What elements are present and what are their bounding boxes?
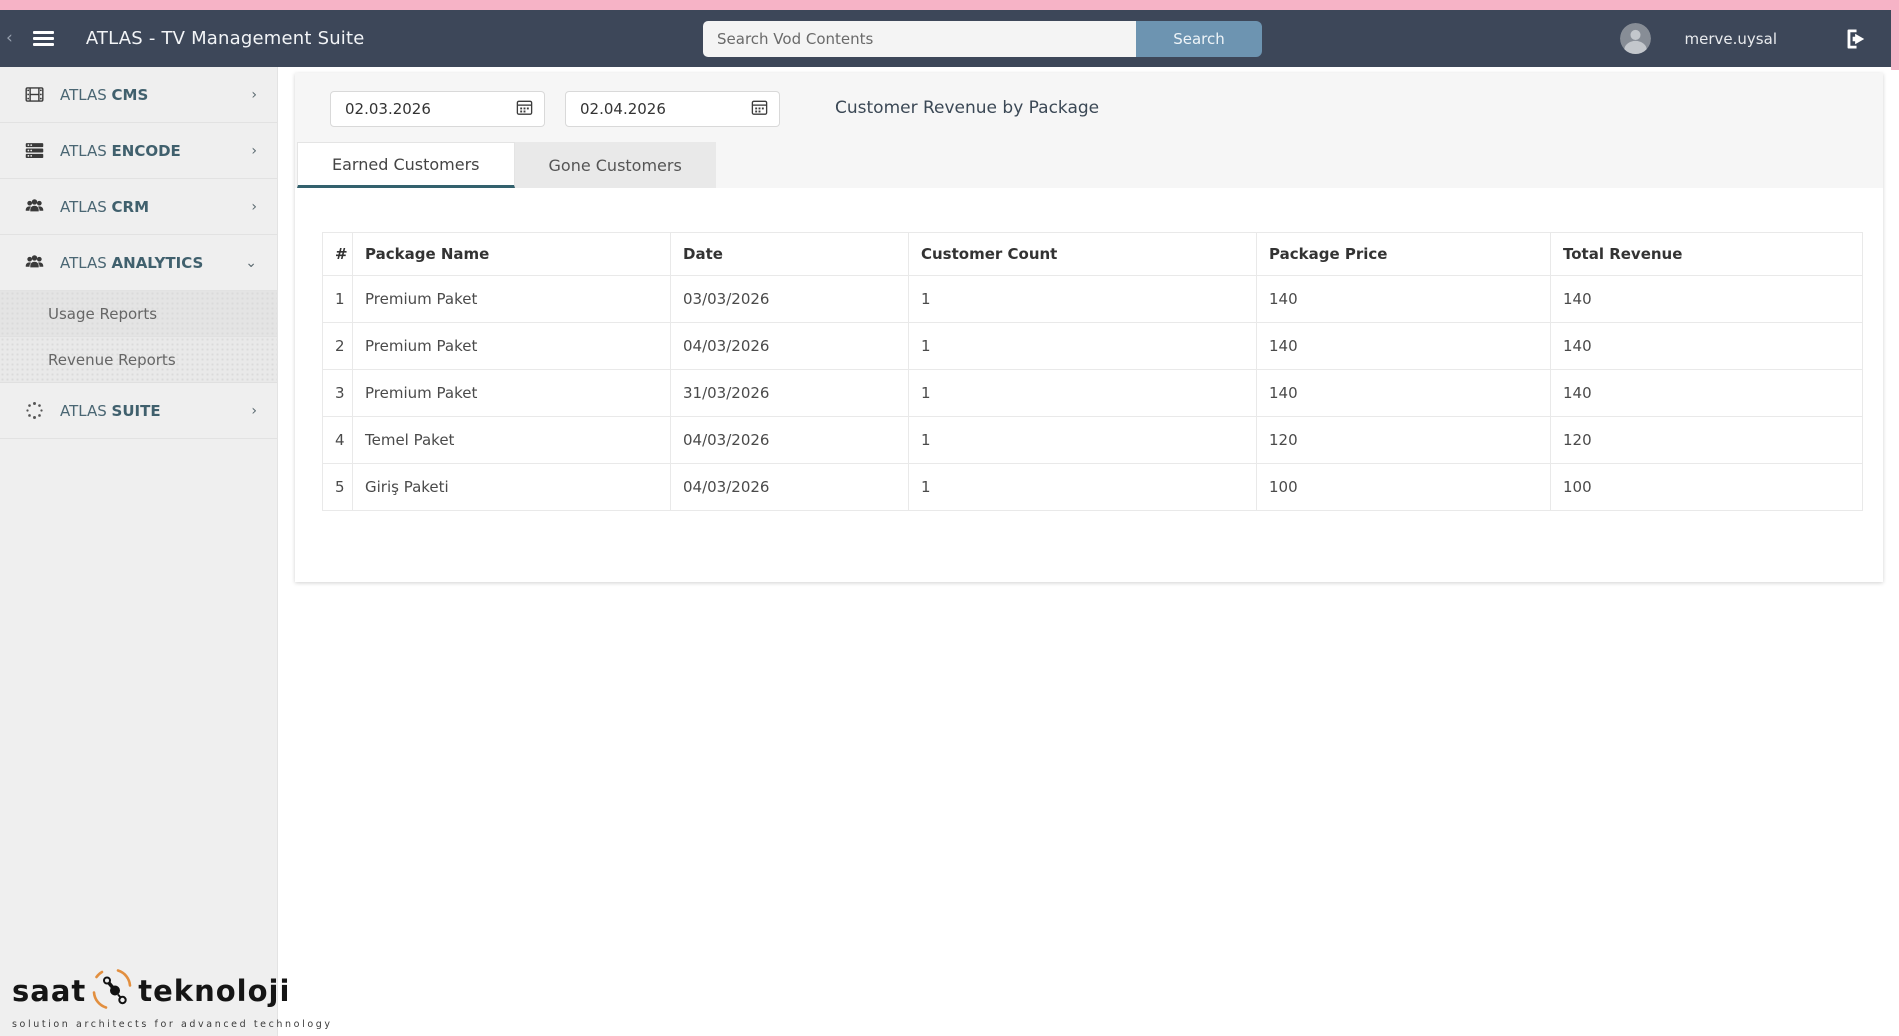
vod-search: Search <box>703 21 1262 57</box>
chevron-down-icon: ⌄ <box>245 254 257 271</box>
sidebar-item-cms[interactable]: ATLAS CMS › <box>0 67 277 123</box>
logo-brand-left: saat <box>12 973 87 1008</box>
table-header-row: # Package Name Date Customer Count Package P… <box>322 232 1863 276</box>
table-cell: 120 <box>1256 416 1551 464</box>
hamburger-menu-icon[interactable] <box>27 22 60 55</box>
table-cell: Premium Paket <box>352 369 671 417</box>
logo-brand-right: teknoloji <box>138 973 291 1008</box>
column-header: # <box>322 232 353 276</box>
table-cell: Premium Paket <box>352 275 671 323</box>
saat-teknoloji-logo: saat teknoloji <box>12 966 333 1030</box>
search-button[interactable]: Search <box>1136 21 1262 57</box>
table-cell: 100 <box>1550 463 1863 511</box>
tab-earned-customers[interactable]: Earned Customers <box>297 142 515 188</box>
users-icon <box>22 196 46 217</box>
sidebar-item-label: ATLAS ANALYTICS <box>60 253 204 272</box>
user-area: merve.uysal <box>1619 10 1869 67</box>
column-header: Customer Count <box>908 232 1257 276</box>
sidebar-item-analytics[interactable]: ATLAS ANALYTICS ⌄ <box>0 235 277 291</box>
date-from-value: 02.03.2026 <box>345 100 431 118</box>
avatar[interactable] <box>1619 23 1651 54</box>
spinner-icon <box>22 400 46 421</box>
screen-share-border-right <box>1891 0 1899 70</box>
date-to-field[interactable]: 02.04.2026 <box>565 91 780 127</box>
table-row: 3 Premium Paket 31/03/2026 1 140 140 <box>322 369 1863 417</box>
table-cell: Premium Paket <box>352 322 671 370</box>
table-cell: 04/03/2026 <box>670 416 909 464</box>
column-header: Package Name <box>352 232 671 276</box>
sidebar-subitem-label: Revenue Reports <box>48 350 176 369</box>
logo-tagline: solution architects for advanced technol… <box>12 1019 333 1030</box>
collapse-caret-icon[interactable]: ‹ <box>6 28 13 48</box>
calendar-icon[interactable] <box>515 98 534 121</box>
chevron-right-icon: › <box>251 86 257 103</box>
table-cell: 1 <box>908 322 1257 370</box>
content-card: 02.03.2026 02.04.2026 <box>295 73 1883 582</box>
table-cell: 120 <box>1550 416 1863 464</box>
calendar-icon[interactable] <box>750 98 769 121</box>
chevron-right-icon: › <box>251 198 257 215</box>
revenue-table: # Package Name Date Customer Count Package P… <box>322 232 1863 511</box>
table-cell: 140 <box>1256 369 1551 417</box>
app-title: ATLAS - TV Management Suite <box>85 28 365 49</box>
tab-gone-customers[interactable]: Gone Customers <box>514 142 716 188</box>
table-cell: 140 <box>1550 322 1863 370</box>
table-cell: Giriş Paketi <box>352 463 671 511</box>
tab-bar: Earned Customers Gone Customers <box>297 142 716 188</box>
table-cell: 4 <box>322 416 353 464</box>
sidebar-subitem-usage-reports[interactable]: Usage Reports <box>0 291 277 337</box>
search-input[interactable] <box>703 21 1136 57</box>
table-cell: Temel Paket <box>352 416 671 464</box>
table-cell: 140 <box>1256 322 1551 370</box>
date-to-value: 02.04.2026 <box>580 100 666 118</box>
chevron-right-icon: › <box>251 402 257 419</box>
table-cell: 1 <box>908 369 1257 417</box>
table-cell: 1 <box>322 275 353 323</box>
table-cell: 140 <box>1550 369 1863 417</box>
table-cell: 31/03/2026 <box>670 369 909 417</box>
sidebar-item-crm[interactable]: ATLAS CRM › <box>0 179 277 235</box>
page-title: Customer Revenue by Package <box>835 98 1100 118</box>
table-cell: 2 <box>322 322 353 370</box>
sidebar-item-label: ATLAS CRM <box>60 197 150 216</box>
table-cell: 1 <box>908 416 1257 464</box>
table-cell: 04/03/2026 <box>670 463 909 511</box>
logo-mark-icon <box>89 966 135 1016</box>
tab-content-panel: # Package Name Date Customer Count Package P… <box>295 188 1883 582</box>
table-row: 2 Premium Paket 04/03/2026 1 140 140 <box>322 322 1863 370</box>
table-cell: 1 <box>908 275 1257 323</box>
table-cell: 140 <box>1256 275 1551 323</box>
date-from-field[interactable]: 02.03.2026 <box>330 91 545 127</box>
table-row: 4 Temel Paket 04/03/2026 1 120 120 <box>322 416 1863 464</box>
sidebar-subitem-revenue-reports[interactable]: Revenue Reports <box>0 337 277 383</box>
screen-share-border-top <box>0 0 1899 10</box>
column-header: Total Revenue <box>1550 232 1863 276</box>
sidebar-subitem-label: Usage Reports <box>48 304 158 323</box>
server-icon <box>22 140 46 161</box>
table-row: 1 Premium Paket 03/03/2026 1 140 140 <box>322 275 1863 323</box>
sidebar-item-suite[interactable]: ATLAS SUITE › <box>0 383 277 439</box>
table-cell: 1 <box>908 463 1257 511</box>
sidebar-item-encode[interactable]: ATLAS ENCODE › <box>0 123 277 179</box>
sidebar-item-label: ATLAS ENCODE <box>60 141 181 160</box>
table-cell: 5 <box>322 463 353 511</box>
table-cell: 100 <box>1256 463 1551 511</box>
film-icon <box>22 84 46 105</box>
table-cell: 140 <box>1550 275 1863 323</box>
user-name[interactable]: merve.uysal <box>1684 29 1777 48</box>
chevron-right-icon: › <box>251 142 257 159</box>
sidebar-item-label: ATLAS SUITE <box>60 401 161 420</box>
column-header: Date <box>670 232 909 276</box>
top-header: ‹ ATLAS - TV Management Suite Search mer… <box>0 10 1899 67</box>
sidebar: ATLAS CMS › ATLAS ENCODE › ATLAS CRM › ATLAS A… <box>0 67 333 1036</box>
table-cell: 04/03/2026 <box>670 322 909 370</box>
logout-icon[interactable] <box>1843 26 1869 52</box>
table-cell: 03/03/2026 <box>670 275 909 323</box>
users-icon <box>22 252 46 273</box>
sidebar-item-label: ATLAS CMS <box>60 85 149 104</box>
table-row: 5 Giriş Paketi 04/03/2026 1 100 100 <box>322 463 1863 511</box>
column-header: Package Price <box>1256 232 1551 276</box>
table-cell: 3 <box>322 369 353 417</box>
